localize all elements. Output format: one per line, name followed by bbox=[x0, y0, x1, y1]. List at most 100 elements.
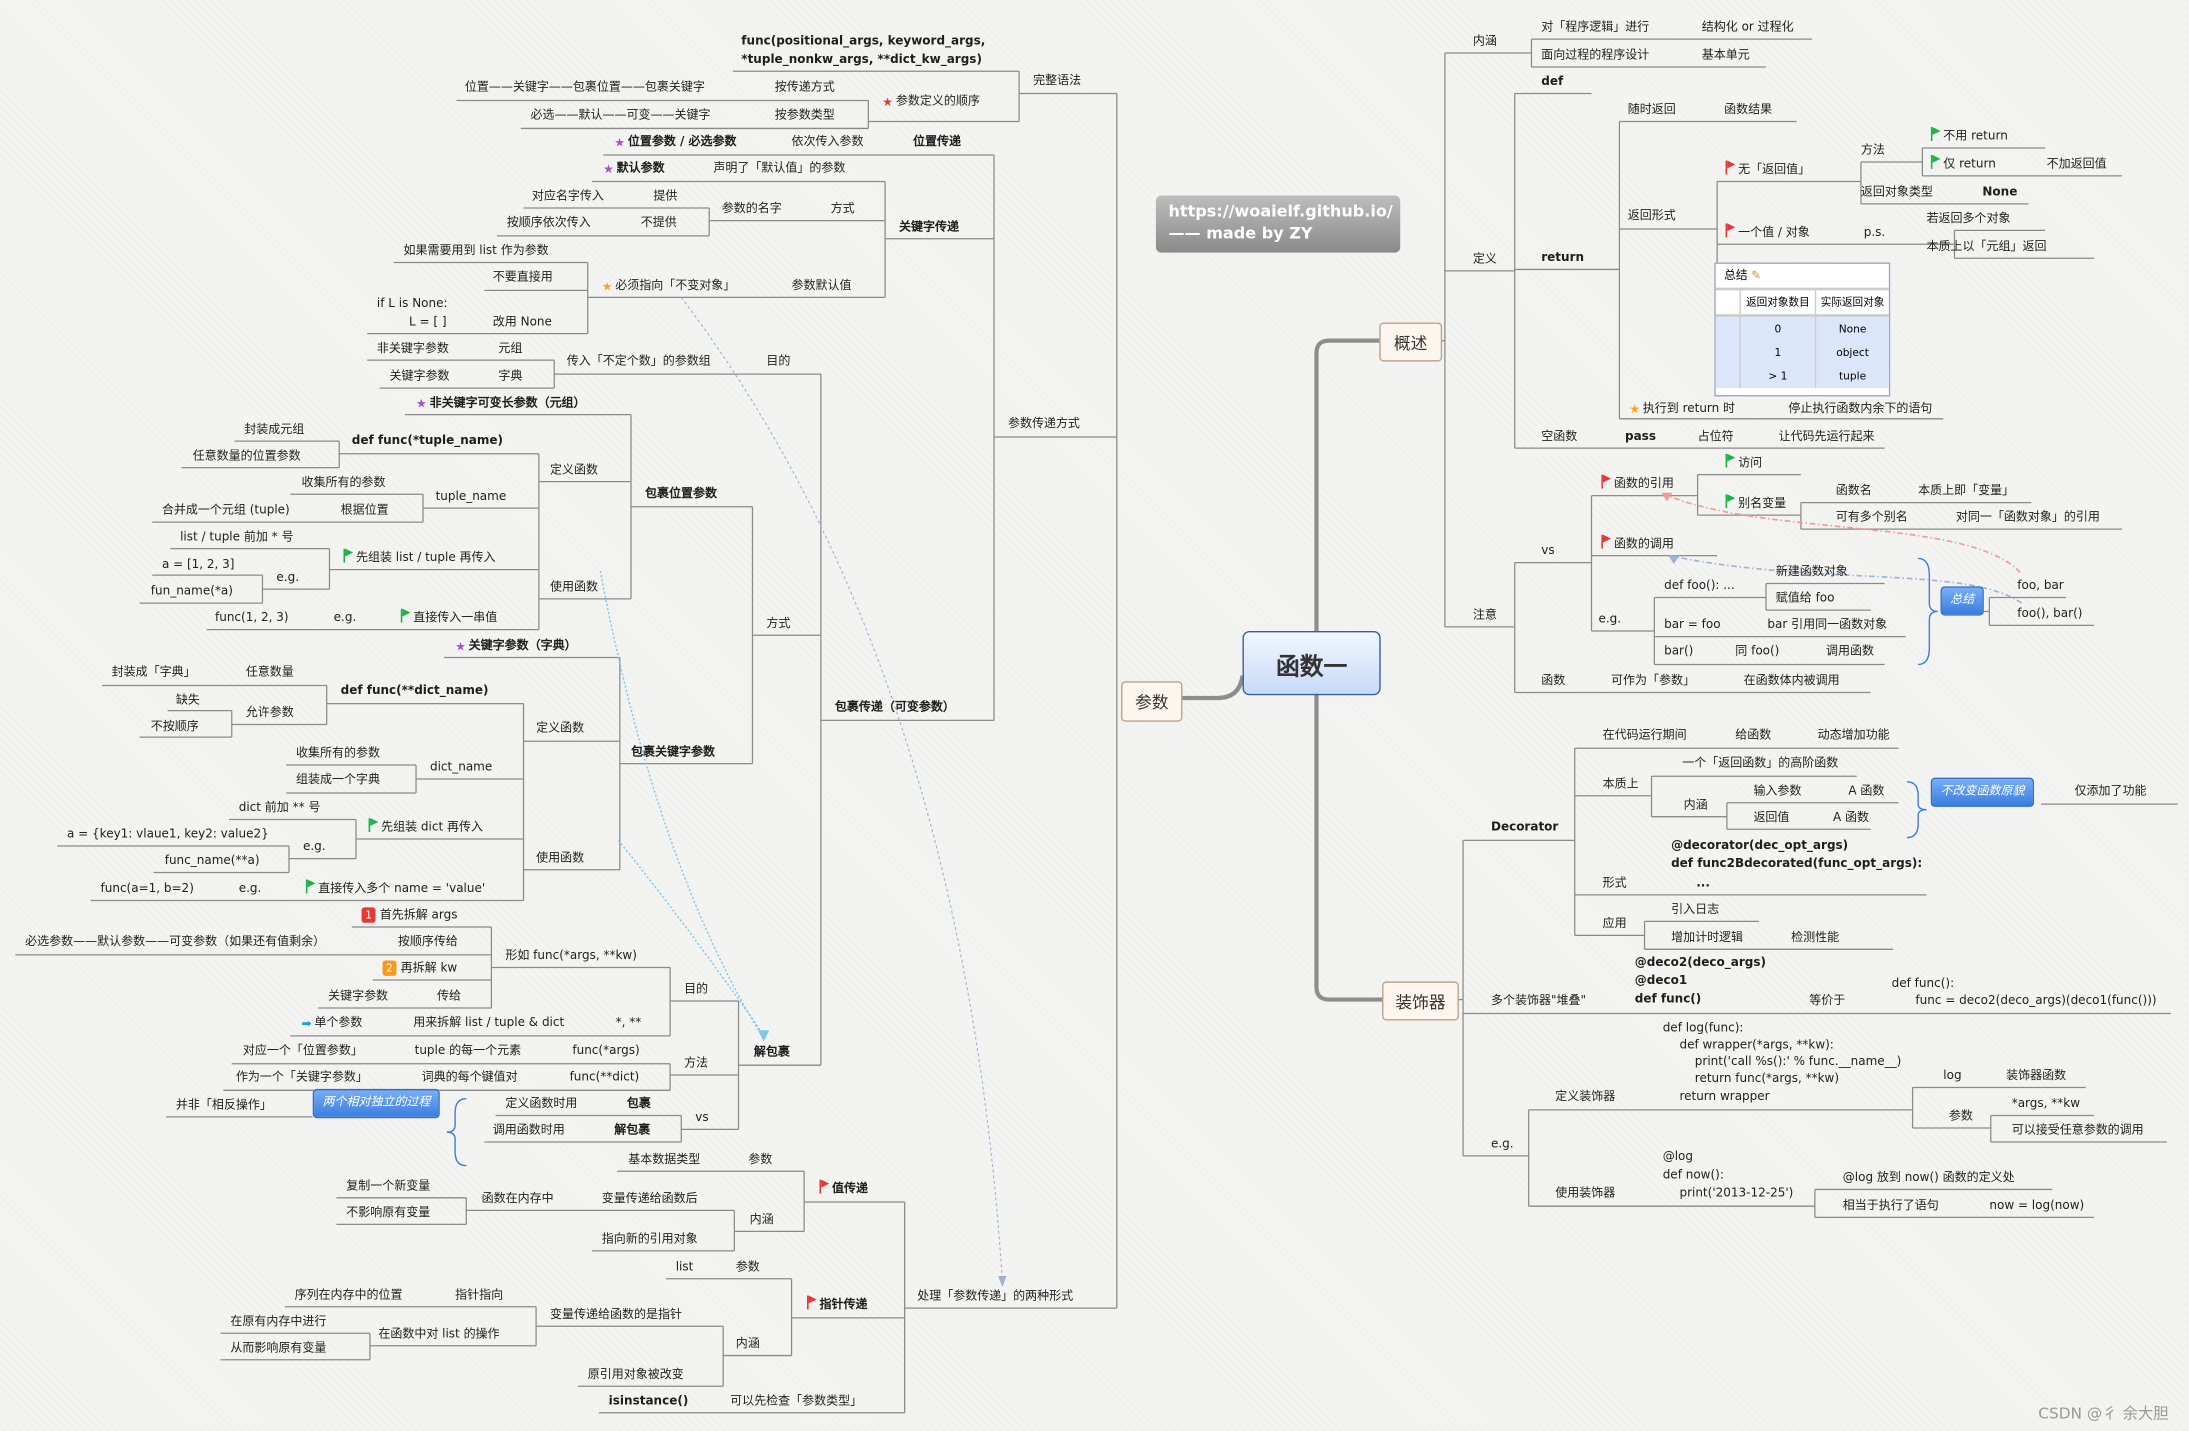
params-node[interactable]: 目的 bbox=[684, 980, 708, 1000]
params-node[interactable]: 依次传入参数 bbox=[792, 133, 864, 153]
decorator-node[interactable]: func = deco2(deco_args)(deco1(func())) bbox=[1915, 991, 2156, 1011]
params-node[interactable]: 改用 None bbox=[493, 313, 552, 333]
params-node[interactable]: *, ** bbox=[616, 1014, 642, 1034]
decorator-node[interactable]: 使用装饰器 bbox=[1555, 1184, 1615, 1204]
decorator-node[interactable]: 内涵 bbox=[1684, 796, 1708, 816]
params-node[interactable]: 传入「不定个数」的参数组 bbox=[567, 352, 711, 372]
overview-node[interactable]: 对同一「函数对象」的引用 bbox=[1956, 508, 2100, 528]
params-node[interactable]: 复制一个新变量 bbox=[346, 1177, 430, 1197]
overview-node[interactable]: 赋值给 foo bbox=[1776, 589, 1835, 609]
params-node[interactable]: 位置——关键字——包裹位置——包裹关键字 bbox=[465, 78, 705, 98]
params-node[interactable]: 目的 bbox=[766, 352, 790, 372]
params-node[interactable]: 定义函数 bbox=[536, 719, 584, 739]
central-topic[interactable]: 函数一 bbox=[1242, 631, 1381, 696]
params-node[interactable]: 包裹 bbox=[627, 1095, 651, 1115]
overview-node[interactable]: 不加返回值 bbox=[2047, 155, 2107, 175]
overview-node[interactable]: 函数名 bbox=[1836, 482, 1872, 502]
decorator-node[interactable]: Decorator bbox=[1491, 818, 1558, 838]
overview-node[interactable]: bar() bbox=[1664, 642, 1693, 662]
branch-params[interactable]: 参数 bbox=[1121, 681, 1183, 722]
params-node[interactable]: tuple_name bbox=[436, 487, 507, 507]
overview-node[interactable]: 空函数 bbox=[1541, 427, 1577, 447]
overview-node[interactable]: 一个值 / 对象 bbox=[1725, 223, 1810, 243]
params-node[interactable]: ★ 参数定义的顺序 bbox=[882, 92, 980, 112]
params-node[interactable]: 指向新的引用对象 bbox=[602, 1230, 698, 1250]
overview-node[interactable]: e.g. bbox=[1598, 610, 1621, 630]
overview-node[interactable]: foo(), bar() bbox=[2017, 604, 2082, 624]
decorator-node[interactable]: log bbox=[1943, 1067, 1961, 1087]
decorator-node[interactable]: 返回值 bbox=[1753, 808, 1789, 828]
overview-node[interactable]: 本质上以「元组」返回 bbox=[1927, 237, 2047, 257]
params-node[interactable]: 使用函数 bbox=[550, 578, 598, 598]
params-node[interactable]: 参数的名字 bbox=[722, 200, 782, 220]
decorator-node[interactable]: 相当于执行了语句 bbox=[1843, 1196, 1939, 1216]
params-node[interactable]: 词典的每个键值对 bbox=[422, 1068, 518, 1088]
overview-node[interactable]: 对「程序逻辑」进行 bbox=[1541, 18, 1649, 38]
overview-node[interactable]: foo, bar bbox=[2017, 577, 2063, 597]
decorator-node[interactable]: return wrapper bbox=[1679, 1088, 1769, 1108]
params-node[interactable]: isinstance() bbox=[609, 1392, 689, 1412]
overview-node[interactable]: 函数 bbox=[1541, 672, 1565, 692]
decorator-node[interactable]: def func() bbox=[1635, 990, 1702, 1010]
params-node[interactable]: 直接传入一串值 bbox=[400, 608, 497, 629]
params-node[interactable]: list bbox=[676, 1258, 694, 1278]
overview-node[interactable]: def foo(): ... bbox=[1664, 577, 1735, 597]
decorator-node[interactable]: @log 放到 now() 函数的定义处 bbox=[1843, 1168, 2015, 1188]
decorator-node[interactable]: @decorator(dec_opt_args) bbox=[1671, 836, 1848, 856]
params-node[interactable]: 序列在内存中的位置 bbox=[295, 1286, 403, 1306]
params-node[interactable]: fun_name(*a) bbox=[151, 582, 233, 602]
params-node[interactable]: 必选参数——默认参数——可变参数（如果还有值剩余） bbox=[25, 933, 325, 953]
overview-node[interactable]: 调用函数 bbox=[1826, 642, 1874, 662]
params-node[interactable]: 允许参数 bbox=[246, 704, 294, 724]
params-node[interactable]: func(a=1, b=2) bbox=[101, 880, 194, 900]
decorator-node[interactable]: 定义装饰器 bbox=[1555, 1088, 1615, 1108]
params-node[interactable]: 不影响原有变量 bbox=[346, 1203, 430, 1223]
params-node[interactable]: 先组装 list / tuple 再传入 bbox=[343, 548, 496, 569]
overview-node[interactable]: ★ 执行到 return 时 bbox=[1629, 399, 1735, 419]
params-node[interactable]: 对应一个「位置参数」 bbox=[243, 1041, 363, 1061]
overview-node[interactable]: bar = foo bbox=[1664, 616, 1720, 636]
params-node[interactable]: 非关键字参数 bbox=[377, 339, 449, 359]
params-node[interactable]: 封装成「字典」 bbox=[112, 663, 196, 683]
decorator-node[interactable]: A 函数 bbox=[1833, 808, 1869, 828]
params-node[interactable]: 按顺序依次传入 bbox=[507, 214, 591, 234]
decorator-node[interactable]: now = log(now) bbox=[1989, 1196, 2084, 1216]
overview-node[interactable]: pass bbox=[1625, 427, 1656, 447]
overview-node[interactable]: 返回形式 bbox=[1628, 207, 1676, 227]
params-node[interactable]: 合并成一个元组 (tuple) bbox=[162, 501, 290, 521]
params-node[interactable]: 内涵 bbox=[750, 1210, 774, 1230]
params-node[interactable]: 定义函数 bbox=[550, 461, 598, 481]
params-node[interactable]: 封装成元组 bbox=[244, 420, 304, 440]
decorator-node[interactable]: 输入参数 bbox=[1753, 782, 1801, 802]
params-node[interactable]: list / tuple 前加 * 号 bbox=[180, 528, 293, 548]
params-node[interactable]: ★ 默认参数 bbox=[603, 159, 665, 179]
params-node[interactable]: ★ 非关键字可变长参数（元组） bbox=[416, 394, 586, 414]
decorator-node[interactable]: 仅添加了功能 bbox=[2075, 782, 2147, 802]
params-node[interactable]: 必选——默认——可变——关键字 bbox=[530, 106, 710, 126]
params-node[interactable]: 作为一个「关键字参数」 bbox=[236, 1068, 368, 1088]
params-node[interactable]: 在原有内存中进行 bbox=[230, 1312, 326, 1332]
params-node[interactable]: e.g. bbox=[334, 609, 357, 629]
params-node[interactable]: 字典 bbox=[498, 367, 522, 387]
params-node[interactable]: 完整语法 bbox=[1033, 71, 1081, 91]
overview-node[interactable]: p.s. bbox=[1864, 223, 1886, 243]
overview-node[interactable]: 方法 bbox=[1861, 141, 1885, 161]
params-node[interactable]: 函数在内存中 bbox=[482, 1189, 554, 1209]
overview-node[interactable]: 本质上即「变量」 bbox=[1918, 482, 2014, 502]
params-node[interactable]: 关键字传递 bbox=[899, 218, 959, 238]
params-node[interactable]: 关键字参数 bbox=[389, 367, 449, 387]
overview-node[interactable]: 函数的引用 bbox=[1601, 474, 1674, 495]
decorator-node[interactable]: @deco1 bbox=[1635, 972, 1687, 992]
params-node[interactable]: 包裹关键字参数 bbox=[631, 743, 715, 763]
author-banner[interactable]: https://woaielf.github.io/ —— made by ZY bbox=[1155, 195, 1401, 253]
params-node[interactable]: tuple 的每一个元素 bbox=[415, 1041, 521, 1061]
decorator-node[interactable]: 参数 bbox=[1949, 1107, 1973, 1127]
params-node[interactable]: 按参数类型 bbox=[775, 106, 835, 126]
params-node[interactable]: ➡ 单个参数 bbox=[302, 1014, 363, 1034]
params-node[interactable]: func(1, 2, 3) bbox=[215, 609, 289, 629]
params-node[interactable]: 方法 bbox=[684, 1054, 708, 1074]
overview-node[interactable]: 内涵 bbox=[1473, 32, 1497, 52]
params-node[interactable]: 包裹位置参数 bbox=[645, 484, 717, 504]
params-node[interactable]: 基本数据类型 bbox=[628, 1150, 700, 1170]
params-node[interactable]: def func(*tuple_name) bbox=[352, 431, 503, 451]
